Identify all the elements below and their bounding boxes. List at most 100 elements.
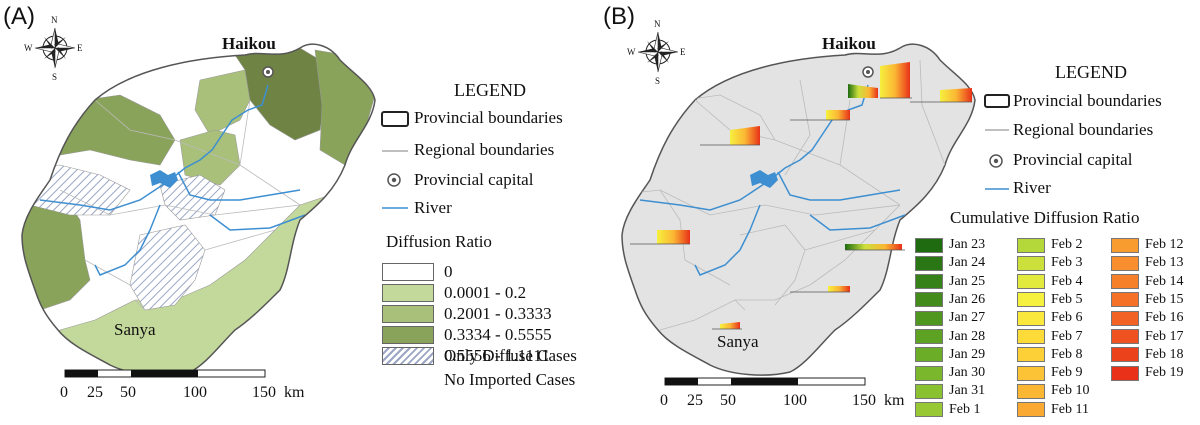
city-haikou-b: Haikou: [822, 34, 876, 53]
date-label: Feb 12: [1145, 237, 1184, 252]
date-swatch: [1017, 292, 1045, 308]
date-label: Jan 26: [949, 291, 986, 307]
provincial-swatch-a: [381, 111, 409, 127]
date-label: Feb 18: [1145, 346, 1184, 362]
scale-b-tick-1: 25: [687, 392, 703, 409]
date-label: Feb 9: [1051, 365, 1083, 381]
date-swatch: [915, 329, 943, 344]
compass-b-w: W: [627, 47, 636, 57]
date-label: Feb 11: [1051, 401, 1089, 417]
diffusion-class-label: 0.2001 - 0.3333: [444, 304, 552, 323]
hatch-swatch: [382, 347, 434, 365]
compass-a-w: W: [24, 43, 33, 53]
date-legend-row: Feb 3: [1017, 255, 1083, 271]
diffusion-class-row: 0.3334 - 0.5555: [382, 325, 552, 345]
date-legend-row: Feb 8: [1017, 347, 1083, 363]
date-swatch: [1111, 310, 1139, 326]
date-swatch: [1017, 347, 1045, 363]
legend-provincial-b: Provincial boundaries: [1013, 91, 1162, 110]
scale-a-tick-4: 150: [252, 384, 276, 401]
diffusion-class-row: 0: [382, 262, 453, 282]
diffusion-class-swatch: [382, 326, 434, 344]
city-sanya-b: Sanya: [717, 332, 759, 351]
date-swatch: [1017, 329, 1045, 344]
date-swatch: [1017, 310, 1045, 326]
panel-b-label: (B): [603, 3, 635, 30]
date-legend-row: Feb 18: [1111, 347, 1184, 363]
date-swatch: [915, 310, 943, 326]
diffusion-class-label: 0.0001 - 0.2: [444, 283, 527, 302]
compass-a: [34, 27, 76, 69]
date-swatch: [1111, 329, 1139, 344]
date-swatch: [1017, 383, 1045, 399]
date-legend-row: Jan 28: [915, 329, 985, 345]
city-haikou-a: Haikou: [222, 34, 276, 53]
date-legend-row: Feb 17: [1111, 329, 1184, 345]
legend-cum-title: Cumulative Diffusion Ratio: [950, 208, 1140, 227]
date-label: Feb 17: [1145, 328, 1184, 344]
scale-a-tick-3: 100: [183, 384, 207, 401]
date-label: Feb 7: [1051, 328, 1083, 344]
legend-river-a: River: [414, 198, 452, 217]
city-sanya-a: Sanya: [114, 320, 156, 339]
date-legend-row: Jan 23: [915, 237, 985, 253]
date-label: Jan 25: [949, 273, 986, 289]
date-legend-row: Feb 19: [1111, 365, 1184, 381]
date-legend-row: Jan 29: [915, 347, 985, 363]
scale-b-tick-2: 50: [720, 392, 736, 409]
legend-river-b: River: [1013, 178, 1051, 197]
date-swatch: [915, 383, 943, 399]
scale-bar-b: [664, 377, 866, 386]
date-label: Feb 16: [1145, 310, 1184, 326]
scale-a-tick-1: 25: [87, 384, 103, 401]
date-label: Feb 15: [1145, 291, 1184, 307]
date-swatch: [1017, 274, 1045, 290]
date-label: Feb 2: [1051, 237, 1083, 252]
date-label: Feb 1: [949, 401, 981, 417]
date-swatch: [1111, 255, 1139, 271]
legend-capital-b: Provincial capital: [1013, 150, 1133, 169]
date-legend-row: Feb 14: [1111, 274, 1184, 290]
date-label: Jan 30: [949, 365, 986, 381]
date-legend-row: Jan 31: [915, 383, 985, 399]
date-legend-row: Feb 16: [1111, 310, 1184, 326]
date-label: Feb 19: [1145, 365, 1184, 381]
date-legend-row: Feb 4: [1017, 274, 1083, 290]
date-label: Jan 23: [949, 237, 986, 252]
date-label: Jan 31: [949, 383, 986, 399]
scale-a-tick-2: 50: [120, 384, 136, 401]
compass-b-s: S: [655, 76, 661, 86]
date-label: Jan 28: [949, 328, 986, 344]
provincial-swatch-b: [984, 94, 1010, 108]
date-label: Feb 8: [1051, 346, 1083, 362]
date-label: Feb 13: [1145, 255, 1184, 271]
legend-capital-a: Provincial capital: [414, 170, 534, 189]
date-legend-row: Feb 13: [1111, 255, 1184, 271]
diffusion-class-label: 0.3334 - 0.5555: [444, 325, 552, 344]
date-swatch: [915, 292, 943, 308]
scale-b-tick-0: 0: [660, 392, 668, 409]
map-b: [621, 43, 976, 376]
date-legend-row: Feb 10: [1017, 383, 1090, 399]
date-label: Jan 24: [949, 255, 986, 271]
scale-b-unit: km: [884, 392, 905, 409]
date-swatch: [1111, 237, 1139, 253]
scale-b-tick-4: 150: [852, 392, 876, 409]
date-swatch: [1111, 292, 1139, 308]
date-label: Feb 3: [1051, 255, 1083, 271]
date-swatch: [915, 255, 943, 271]
compass-a-n: N: [51, 15, 58, 25]
date-swatch: [915, 274, 943, 290]
date-swatch: [1111, 274, 1139, 290]
diffusion-class-row: 0.2001 - 0.3333: [382, 304, 552, 324]
date-label: Feb 14: [1145, 273, 1184, 289]
compass-a-e: E: [77, 43, 83, 53]
date-legend-row: Feb 5: [1017, 292, 1083, 308]
diffusion-class-row: 0.0001 - 0.2: [382, 283, 526, 303]
date-swatch: [1111, 347, 1139, 363]
legend-regional-a: Regional boundaries: [414, 140, 555, 159]
date-legend-row: Feb 1: [915, 402, 981, 418]
date-legend-row: Feb 7: [1017, 329, 1083, 345]
legend-title-b: LEGEND: [1055, 62, 1127, 82]
